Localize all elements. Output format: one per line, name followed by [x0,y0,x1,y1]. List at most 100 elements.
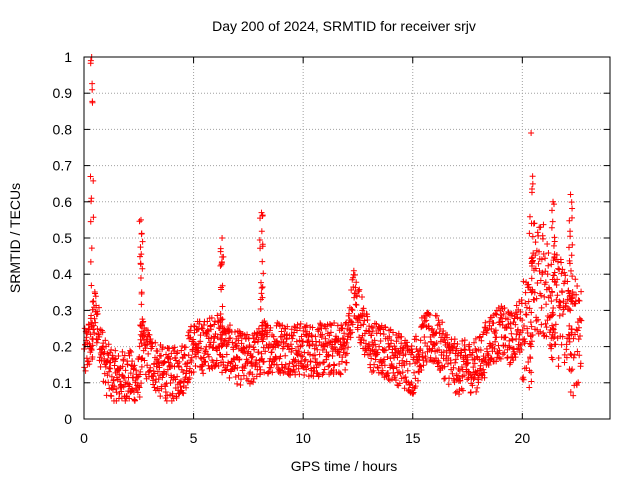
data-point [94,336,101,343]
data-point [565,244,572,251]
data-point [350,267,357,274]
data-point [282,361,289,368]
data-point [295,365,302,372]
data-point [102,337,109,344]
data-point [284,331,291,338]
data-point [257,306,264,313]
data-point [323,356,330,363]
data-point [324,342,331,349]
data-point [300,327,307,334]
data-point [159,344,166,351]
data-point [105,379,112,386]
data-point [568,326,575,333]
data-point [528,309,535,316]
data-point [433,329,440,336]
data-point [538,256,545,263]
data-point [250,379,257,386]
data-point [433,339,440,346]
data-point [296,325,303,332]
data-point [519,327,526,334]
data-point [497,314,504,321]
data-point [188,358,195,365]
data-point [559,311,566,318]
data-point [112,358,119,365]
data-point [507,325,514,332]
data-point [244,358,251,365]
data-point [546,285,553,292]
data-point [549,207,555,214]
data-point [182,344,189,351]
data-point [548,298,555,305]
data-point [367,364,374,371]
data-point [219,316,226,323]
data-point [408,346,415,353]
data-point [145,373,152,380]
data-point [508,312,515,319]
data-point [337,370,344,377]
data-point [532,239,539,246]
data-point [136,253,143,260]
data-point [555,363,562,370]
data-point [296,337,303,344]
data-point [435,357,442,364]
data-point [135,383,142,390]
data-point [561,269,568,276]
data-point [293,362,300,369]
data-point [567,228,574,235]
data-point [497,355,504,362]
data-point [257,296,264,303]
data-point [537,328,544,335]
data-point [331,320,338,327]
data-point [94,310,101,317]
data-point [138,363,145,370]
data-point [229,339,236,346]
data-point [568,329,575,336]
data-point [170,347,177,354]
data-point [219,354,226,361]
data-point [269,369,276,376]
data-point [186,374,193,381]
data-point [319,331,326,338]
data-point [395,330,402,337]
data-point [134,389,141,396]
data-point [107,349,114,356]
data-point [186,335,193,342]
data-point [526,384,533,391]
data-point [405,347,412,354]
data-point [459,338,466,345]
data-point [522,338,529,345]
data-point [293,338,300,345]
data-point [557,299,564,306]
data-point [299,353,306,360]
data-point [440,328,447,335]
data-point [375,364,382,371]
data-point [452,356,459,363]
data-point [561,359,568,366]
data-point [368,323,375,330]
data-point [565,287,572,294]
data-point [542,279,549,286]
data-point [302,356,309,363]
data-point [481,324,488,331]
data-point [549,276,556,283]
data-point [289,335,296,342]
data-point [151,384,158,391]
data-point [421,334,428,341]
data-point [90,177,97,184]
data-point [147,364,154,371]
data-point [146,331,153,338]
data-point [89,80,96,87]
data-point [335,335,342,342]
data-point [407,381,414,388]
data-point [393,338,400,345]
data-point [568,367,575,374]
data-point [449,370,456,377]
data-point [392,377,399,384]
data-point [344,350,350,357]
data-point [550,326,557,333]
data-point [372,341,379,348]
data-point [372,356,379,363]
data-point [469,349,476,356]
data-point [523,304,530,311]
data-point [529,180,536,187]
